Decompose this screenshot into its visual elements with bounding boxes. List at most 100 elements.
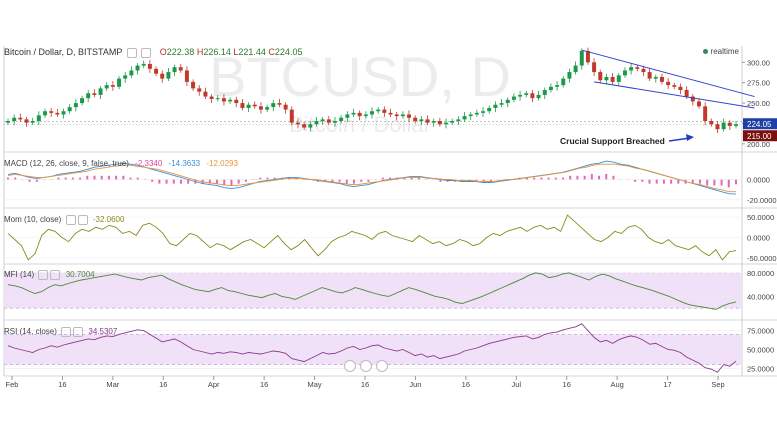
candle-body (308, 124, 313, 128)
macd-histogram-bar (417, 177, 420, 180)
candle-body (147, 63, 152, 69)
candle-body (579, 50, 584, 66)
price-tick-label: 300.00 (747, 58, 770, 67)
candle-body (530, 93, 535, 99)
realtime-indicator: realtime (702, 47, 739, 56)
zoom-out-icon (344, 360, 356, 372)
candle-body (302, 124, 307, 128)
candle-body (573, 65, 578, 73)
macd-histogram-bar (655, 179, 658, 184)
macd-histogram-bar (533, 177, 536, 180)
candle-body (493, 104, 498, 108)
candle-body (289, 109, 294, 123)
candle-body (474, 112, 479, 115)
candle-body (444, 122, 449, 125)
candle-body (555, 85, 560, 87)
mfi-gear-icon[interactable] (38, 270, 49, 280)
candle-body (345, 114, 350, 118)
macd-histogram-bar (28, 179, 31, 182)
candle-body (616, 75, 621, 82)
time-tick-label: Jul (511, 380, 521, 389)
macd-histogram-bar (706, 179, 709, 186)
mom-series-mom (7, 214, 737, 261)
watermark-ticker: BTCUSD, D (209, 45, 511, 108)
candle-body (160, 73, 165, 79)
rsi-gear-icon[interactable] (61, 327, 72, 337)
mfi-close-icon[interactable] (50, 270, 61, 280)
macd-histogram-bar (115, 175, 118, 180)
candle-body (228, 99, 233, 102)
macd-histogram-bar (129, 177, 132, 180)
macd-histogram-bar (540, 177, 543, 180)
candle-body (598, 72, 603, 81)
live-dot-icon (702, 49, 708, 55)
macd-histogram-bar (100, 175, 103, 180)
macd-histogram-bar (576, 175, 579, 180)
candle-body (258, 106, 263, 110)
candle-body (592, 62, 597, 73)
macd-histogram-bar (93, 175, 96, 180)
macd-histogram-bar (14, 177, 17, 180)
low-value: 221.44 (238, 47, 266, 57)
settings-icon[interactable] (126, 47, 137, 58)
macd-histogram-bar (598, 175, 601, 180)
candle-body (215, 98, 220, 100)
time-tick-label: 16 (260, 380, 268, 389)
macd-histogram-bar (562, 177, 565, 180)
macd-histogram-bar (244, 179, 247, 182)
candle-body (468, 114, 473, 117)
macd-histogram-bar (208, 179, 211, 184)
candle-body (326, 119, 331, 123)
candle-body (388, 112, 393, 115)
candle-body (221, 98, 226, 102)
candle-body (135, 65, 140, 71)
mfi-series-mfi (7, 272, 737, 310)
candle-body (499, 103, 504, 105)
candle-body (234, 99, 239, 104)
hide-icon[interactable] (141, 47, 152, 58)
candle-body (696, 101, 701, 107)
candle-body (505, 99, 510, 104)
candle-body (431, 121, 436, 123)
candle-body (715, 124, 720, 130)
candle-body (511, 96, 516, 100)
candle-body (357, 112, 362, 117)
chart-header: Bitcoin / Dollar, D, BITSTAMP O222.38 H2… (4, 47, 303, 58)
candle-body (154, 68, 159, 74)
candle-body (197, 88, 202, 92)
macd-histogram-bar (482, 179, 485, 182)
trendline (581, 49, 755, 98)
macd-tick-label: -20.0000 (747, 196, 777, 205)
candle-body (734, 124, 738, 126)
candle-body (487, 107, 492, 112)
time-tick-label: 16 (58, 380, 66, 389)
annotation-arrowhead (686, 134, 694, 141)
candle-body (567, 72, 572, 79)
macd-histogram-bar (648, 179, 651, 184)
close-value: 224.05 (274, 47, 303, 57)
candle-body (684, 90, 689, 97)
mom-tick-label: 0.0000 (747, 234, 770, 243)
rsi-close-icon[interactable] (73, 327, 84, 337)
mfi-legend: MFI (14) 30.7004 (4, 270, 95, 280)
candle-body (117, 78, 122, 87)
time-tick-label: Aug (610, 380, 623, 389)
symbol-title: Bitcoin / Dollar, D, BITSTAMP (4, 47, 123, 57)
candle-body (690, 96, 695, 102)
candle-body (542, 90, 547, 95)
mom-gear-icon[interactable] (65, 215, 76, 225)
candle-body (314, 121, 319, 125)
macd-histogram-bar (338, 179, 341, 182)
macd-histogram-bar (71, 177, 74, 180)
candle-body (437, 121, 442, 125)
candle-body (351, 112, 356, 115)
mom-close-icon[interactable] (77, 215, 88, 225)
candle-body (413, 117, 418, 122)
macd-histogram-bar (698, 179, 701, 184)
candle-body (462, 116, 467, 120)
macd-histogram-bar (223, 179, 226, 186)
zoom-in-icon (376, 360, 388, 372)
candle-body (55, 112, 60, 115)
candle-body (561, 78, 566, 86)
